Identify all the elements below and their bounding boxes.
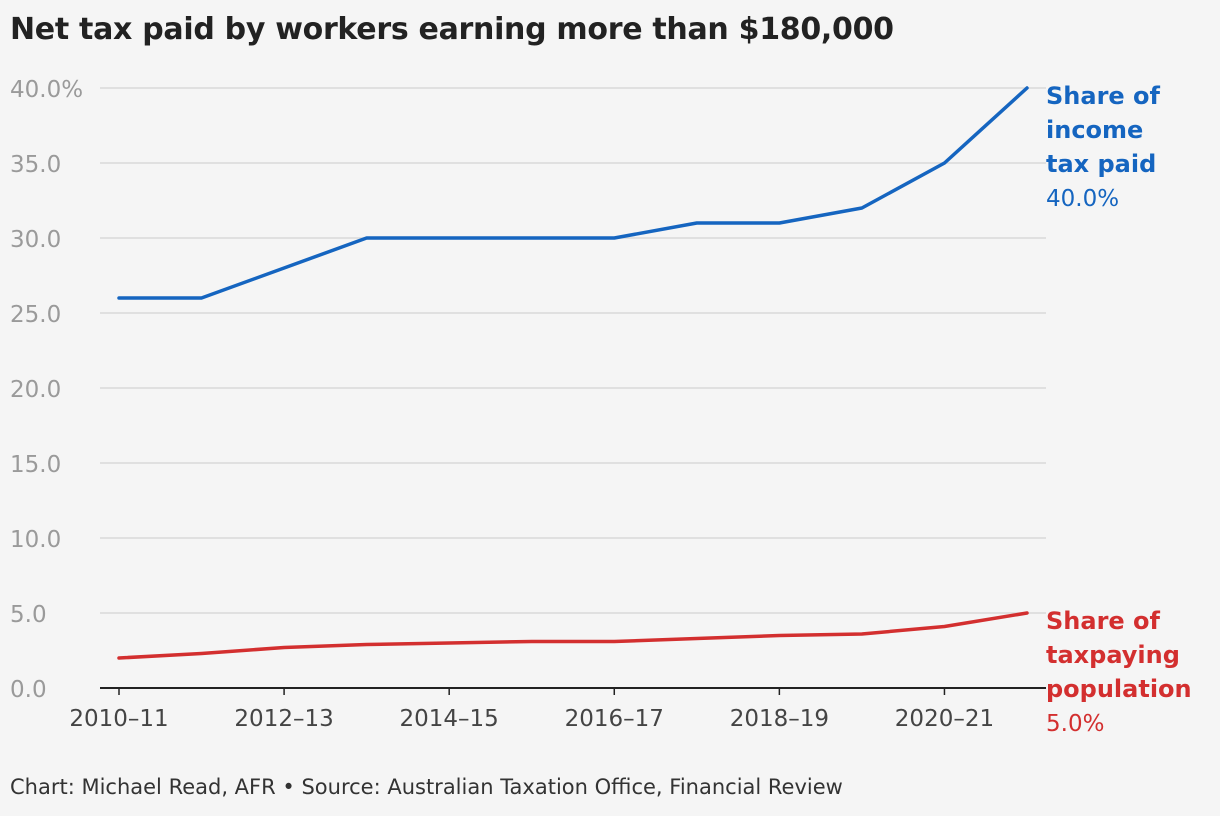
series-name-label: Share of — [1046, 607, 1161, 635]
x-tick-label: 2020–21 — [895, 706, 994, 732]
series-name-label: income — [1046, 116, 1143, 144]
y-tick-label: 20.0 — [10, 377, 61, 403]
x-tick-label: 2014–15 — [400, 706, 499, 732]
x-axis-ticks: 2010–11 2012–13 2014–15 2016–17 2018–19 2020–… — [69, 688, 994, 732]
series-name-label: taxpaying — [1046, 641, 1180, 669]
chart-title: Net tax paid by workers earning more tha… — [10, 12, 894, 47]
series-labels: Share of income tax paid 40.0% Share of taxpa… — [1046, 82, 1192, 737]
y-tick-label: 35.0 — [10, 152, 61, 178]
series-end-value: 40.0% — [1046, 186, 1119, 212]
y-tick-label: 10.0 — [10, 527, 61, 553]
chart-footer: Chart: Michael Read, AFR • Source: Austr… — [10, 775, 843, 799]
grid-lines — [100, 87, 1046, 614]
x-tick-label: 2016–17 — [565, 706, 664, 732]
series-name-label: tax paid — [1046, 150, 1156, 178]
y-tick-label: 15.0 — [10, 452, 61, 478]
y-tick-label: 5.0 — [10, 602, 47, 628]
x-tick-label: 2010–11 — [69, 706, 168, 732]
series-name-label: Share of — [1046, 82, 1161, 110]
series-line-income-tax — [117, 86, 1029, 300]
y-axis-ticks: 0.0 5.0 10.0 15.0 20.0 25.0 30.0 35.0 40.0% — [10, 77, 83, 703]
y-tick-label: 40.0% — [10, 77, 83, 103]
series-line-population — [117, 611, 1029, 660]
series-end-value: 5.0% — [1046, 711, 1104, 737]
x-tick-label: 2012–13 — [234, 706, 333, 732]
y-tick-label: 25.0 — [10, 302, 61, 328]
series-lines — [117, 86, 1029, 660]
series-name-label: population — [1046, 675, 1192, 703]
y-tick-label: 30.0 — [10, 227, 61, 253]
x-tick-label: 2018–19 — [730, 706, 829, 732]
y-tick-label: 0.0 — [10, 677, 47, 703]
